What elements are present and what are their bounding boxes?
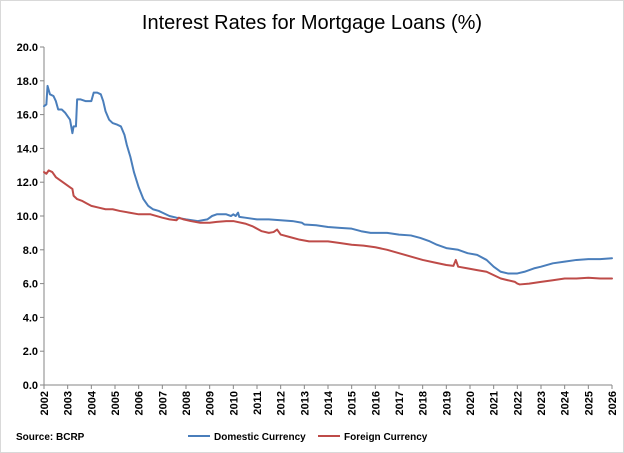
x-tick-label: 2009 [205,391,217,415]
legend-label-0: Domestic Currency [214,432,306,443]
series-line-1 [43,169,613,286]
x-tick-label: 2023 [536,391,548,415]
legend-label-1: Foreign Currency [344,432,428,443]
x-tick-label: 2002 [39,391,51,415]
x-tick-label: 2015 [347,391,359,415]
x-tick-label: 2010 [228,391,240,415]
x-tick-label: 2016 [370,391,382,415]
x-tick-label: 2013 [299,391,311,415]
source-label: Source: BCRP [16,432,85,443]
x-tick-label: 2024 [560,390,572,415]
x-tick-label: 2017 [394,391,406,415]
x-tick-label: 2026 [607,391,619,415]
x-tick-label: 2020 [465,391,477,415]
x-tick-label: 2008 [181,391,193,415]
x-tick-label: 2022 [512,391,524,415]
x-tick-label: 2012 [276,391,288,415]
y-tick-label: 10.0 [17,211,38,223]
y-tick-label: 20.0 [17,42,38,54]
plot-area: 0.0 2.0 4.0 6.0 8.0 10.0 12.0 14.0 16.0 18.0 20.0 2… [17,42,619,415]
y-tick-label: 4.0 [23,312,38,324]
y-tick-label: 6.0 [23,279,38,291]
x-tick-label: 2019 [441,391,453,415]
x-tick-label: 2018 [418,391,430,415]
y-tick-label: 14.0 [17,143,38,155]
x-tick-label: 2005 [110,391,122,415]
x-tick-label: 2003 [63,391,75,415]
legend: Domestic Currency Foreign Currency [188,432,428,443]
series-line-0 [43,84,613,275]
x-tick-label: 2014 [323,390,335,415]
y-tick-label: 12.0 [17,177,38,189]
x-tick-label: 2007 [157,391,169,415]
x-tick-label: 2025 [583,391,595,415]
x-tick-label: 2021 [489,391,501,415]
y-tick-label: 16.0 [17,110,38,122]
y-tick-label: 18.0 [17,76,38,88]
x-tick-label: 2006 [134,391,146,415]
y-tick-label: 2.0 [23,346,38,358]
y-tick-label: 8.0 [23,245,38,257]
chart-title: Interest Rates for Mortgage Loans (%) [142,12,482,34]
x-tick-label: 2011 [252,391,264,415]
y-tick-label: 0.0 [23,380,38,392]
x-tick-label: 2004 [86,390,98,415]
